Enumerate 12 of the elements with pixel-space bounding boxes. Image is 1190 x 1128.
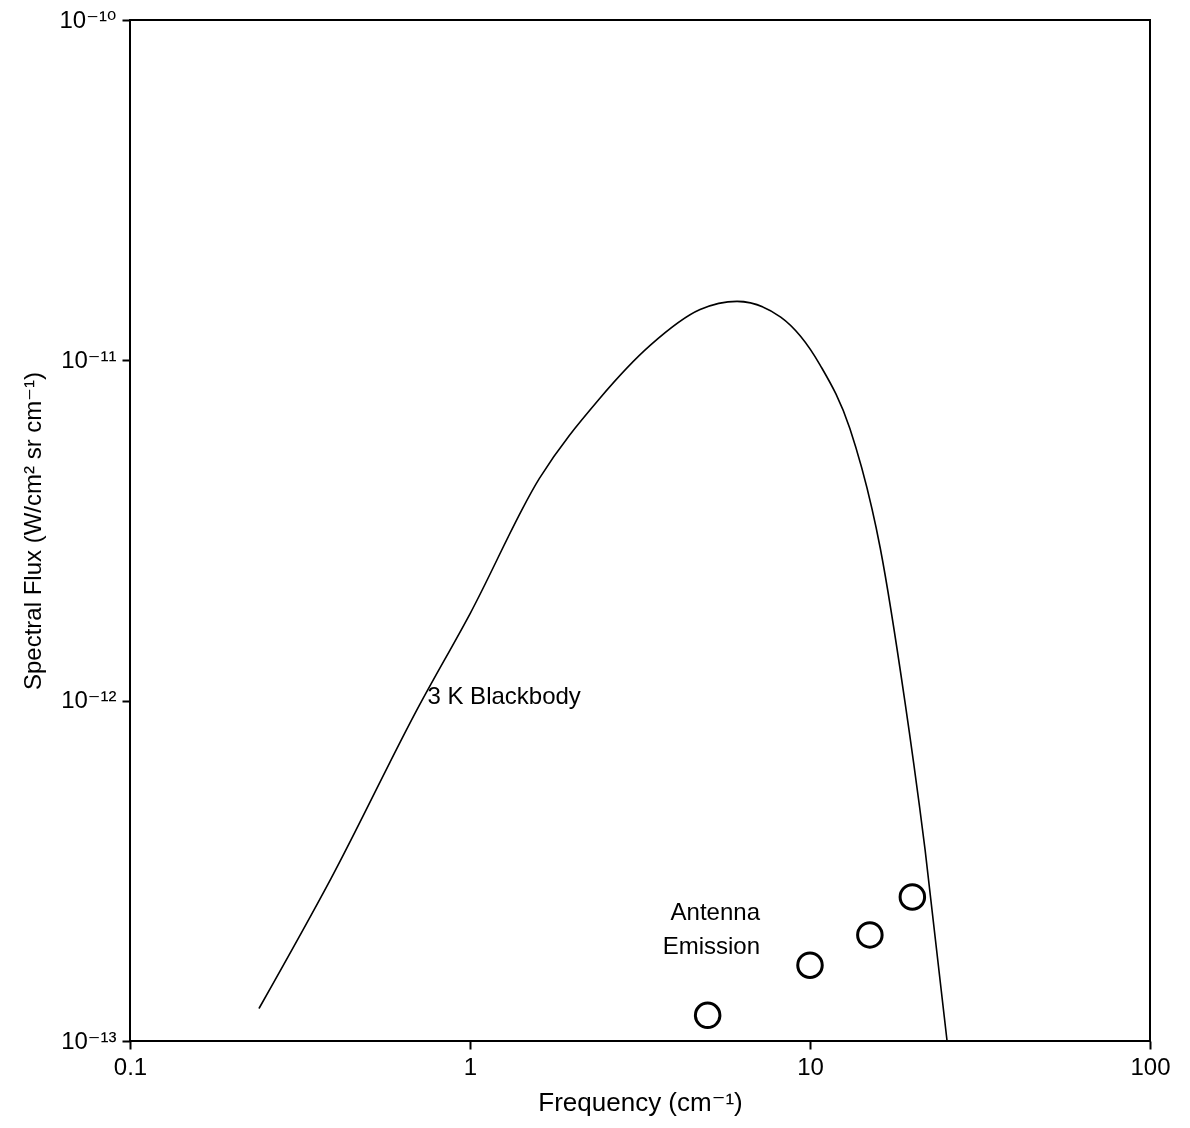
y-tick-label: 10⁻¹³: [61, 1026, 117, 1054]
x-axis-title: Frequency (cm⁻¹): [538, 1086, 743, 1117]
x-tick-label: 1: [463, 1052, 478, 1080]
x-tick-label: 100: [1130, 1052, 1171, 1080]
annotation: Antenna Emission: [662, 898, 761, 960]
y-tick-label: 10⁻¹⁰: [59, 5, 117, 33]
annotation: 3 K Blackbody: [427, 682, 581, 710]
y-tick-label: 10⁻¹²: [61, 686, 117, 714]
y-tick-label: 10⁻¹¹: [61, 345, 117, 373]
x-tick-label: 0.1: [113, 1052, 148, 1080]
y-axis-title: Spectral Flux (W/cm² sr cm⁻¹): [18, 372, 46, 690]
x-tick-label: 10: [797, 1052, 824, 1080]
